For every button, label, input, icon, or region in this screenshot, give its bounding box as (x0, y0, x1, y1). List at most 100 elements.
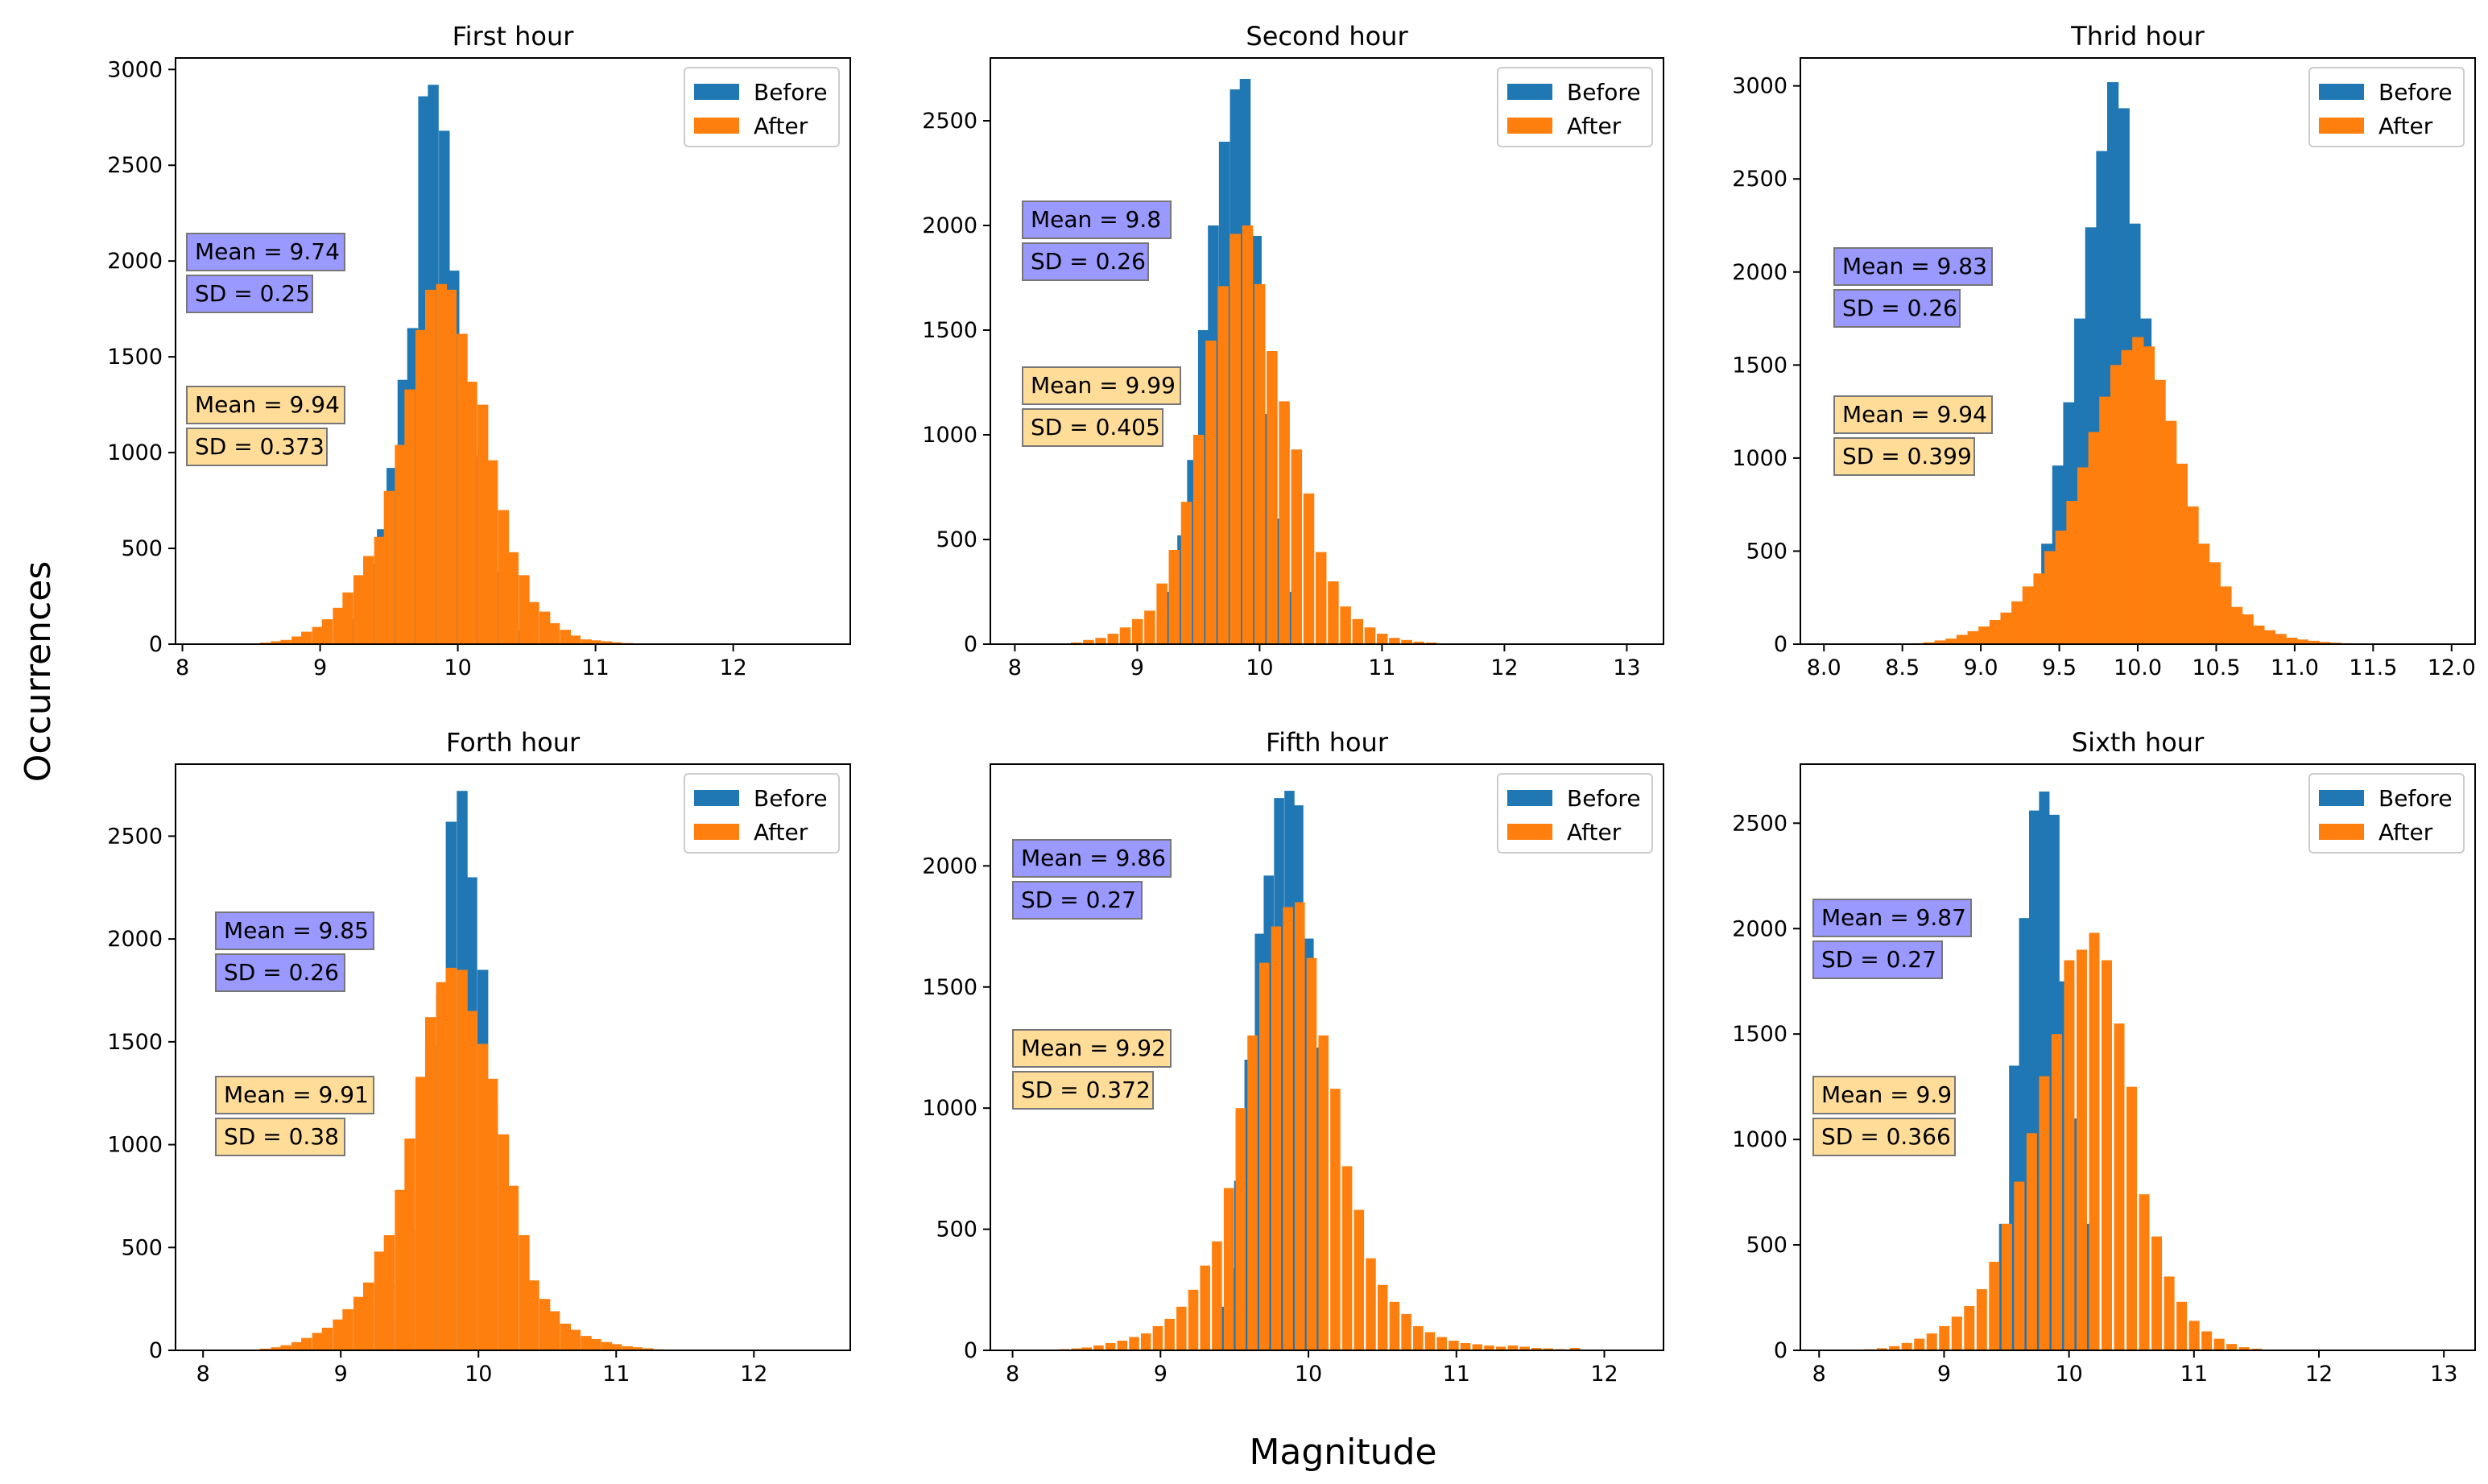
mean-label: Mean = 9.94 (1842, 401, 1987, 428)
mean-label: Mean = 9.91 (224, 1081, 369, 1108)
histogram-bar (1328, 581, 1339, 644)
histogram-bar (1200, 1265, 1210, 1350)
histogram-bar (2242, 614, 2254, 644)
histogram-bar (2132, 337, 2144, 644)
histogram-bar (519, 575, 530, 644)
histogram-bar (1495, 1346, 1506, 1350)
histogram-bar (1967, 630, 1979, 644)
histogram-bar (1235, 1108, 1246, 1350)
histogram-bar (1531, 1347, 1542, 1350)
histogram-bar (1341, 1166, 1353, 1350)
legend: Before After (2308, 773, 2465, 854)
x-tick-label: 10 (1295, 1362, 1322, 1387)
histogram-bar (291, 1341, 303, 1350)
x-tick-label: 9 (334, 1362, 348, 1387)
axes-frame (990, 57, 1664, 645)
x-tick-label: 11 (602, 1362, 630, 1387)
series-after (1912, 337, 2364, 644)
sd-box (1022, 408, 1163, 447)
histogram-bar (643, 1348, 654, 1350)
histogram-bar (1303, 493, 1315, 644)
y-tick-label: 0 (1774, 1338, 1787, 1363)
y-tick-label: 2500 (1732, 167, 1787, 192)
mean-label: Mean = 9.94 (195, 391, 340, 418)
histogram-bar (1291, 449, 1303, 644)
histogram-bar (1295, 902, 1305, 1350)
sd-box (1833, 437, 1975, 476)
x-tick-label: 8.5 (1885, 655, 1920, 680)
histogram-bar (1901, 1342, 1912, 1350)
histogram-bar (1989, 1262, 2000, 1350)
histogram-bar (1318, 1035, 1329, 1350)
histogram-bar (2026, 1133, 2037, 1350)
histogram-panel: 8 9 10 11 12 0 500 1000 1500 2000 2500 Forth hour Be… (107, 727, 851, 1387)
histogram-bar (291, 636, 303, 644)
histogram-bar (1117, 1340, 1128, 1350)
histogram-bar (1258, 962, 1270, 1350)
histogram-bar (2000, 612, 2012, 644)
y-tick-label: 0 (1774, 632, 1787, 657)
y-tick-label: 1000 (1732, 446, 1787, 471)
histogram-bar (622, 1346, 633, 1350)
histogram-bar (1129, 1337, 1139, 1350)
histogram-bar (548, 622, 560, 644)
sd-box (1022, 242, 1149, 281)
histogram-bar (301, 1337, 312, 1350)
y-tick-label: 2000 (922, 213, 977, 238)
histogram-bar (383, 490, 395, 644)
histogram-bar (1876, 1348, 1887, 1350)
legend-swatch (1507, 118, 1552, 134)
histogram-bar (601, 641, 613, 644)
histogram-bar (1131, 618, 1143, 644)
histogram-bar (1205, 341, 1217, 644)
histogram-bar (280, 1345, 291, 1350)
histogram-bar (424, 1017, 436, 1350)
x-tick-label: 10.0 (2114, 655, 2162, 680)
histogram-panel: 8 9 10 11 12 13 0 500 1000 1500 2000 2500 Sixth hour… (1732, 727, 2476, 1387)
histogram-bar (498, 510, 510, 644)
panel-title: Fifth hour (1266, 727, 1389, 758)
stats-annotation: Mean = 9.91 SD = 0.38 (215, 1076, 374, 1156)
histogram-bar (2044, 551, 2056, 644)
histogram-bar (548, 1311, 560, 1350)
sd-box (1012, 1071, 1154, 1110)
histogram-bar (1188, 1289, 1199, 1350)
x-tick-label: 10 (2055, 1362, 2082, 1387)
panel-title: Forth hour (446, 727, 581, 758)
histogram-bar (1105, 1342, 1116, 1350)
x-tick-label: 12 (1490, 655, 1518, 680)
histogram-bar (2076, 949, 2087, 1350)
histogram-bar (601, 1341, 613, 1350)
histogram-bar (1242, 225, 1254, 644)
histogram-bar (2164, 1276, 2175, 1350)
legend: Before After (684, 773, 840, 854)
histogram-bar (2238, 1347, 2250, 1350)
histogram-bar (363, 556, 374, 644)
y-tick-label: 0 (149, 632, 163, 657)
sd-label: SD = 0.372 (1021, 1077, 1151, 1103)
histogram-bar (1081, 1347, 1092, 1350)
histogram-bar (1095, 638, 1106, 644)
histogram-bar (1366, 1258, 1376, 1350)
x-tick-label: 11.5 (2349, 655, 2397, 680)
legend-label: After (2378, 819, 2433, 845)
histogram-bar (590, 1338, 601, 1350)
stats-annotation: Mean = 9.94 SD = 0.373 (186, 386, 345, 466)
x-tick-label: 11.0 (2271, 655, 2319, 680)
stats-annotation: Mean = 9.8 SD = 0.26 (1022, 200, 1172, 281)
legend-label: After (754, 819, 808, 845)
histogram-bar (528, 1280, 539, 1350)
axes-frame (175, 57, 851, 645)
legend-label: Before (1567, 79, 1641, 105)
x-tick-label: 9.5 (2042, 655, 2077, 680)
histogram-bar (2176, 1301, 2188, 1350)
histogram-bar (2263, 630, 2276, 644)
histogram-bar (539, 611, 551, 644)
histogram-bar (466, 382, 477, 644)
histogram-bar (477, 1044, 489, 1350)
x-tick-label: 12 (740, 1362, 767, 1387)
histogram-bar (301, 631, 312, 644)
mean-label: Mean = 9.9 (1821, 1081, 1952, 1108)
histogram-bar (2251, 1348, 2263, 1350)
axes-frame (175, 763, 851, 1351)
